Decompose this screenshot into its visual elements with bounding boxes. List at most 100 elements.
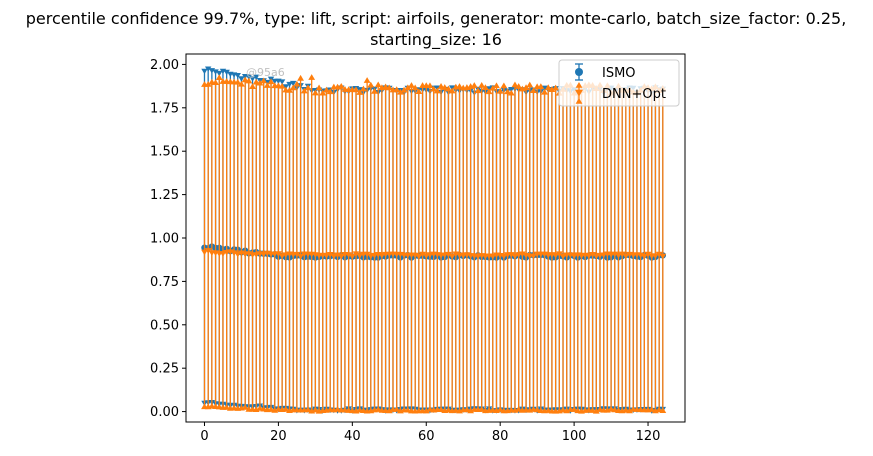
x-tick-label: 120: [636, 429, 661, 444]
data-point: [252, 252, 260, 259]
error-cap-lower: [515, 405, 523, 412]
error-cap-upper: [252, 78, 260, 85]
error-cap-upper: [249, 83, 256, 90]
data-point: [618, 251, 626, 258]
error-cap-upper: [308, 74, 316, 80]
error-cap-upper: [249, 76, 256, 82]
data-point: [652, 253, 659, 260]
error-cap-upper: [289, 80, 297, 87]
error-cap-upper: [504, 88, 511, 95]
data-point: [415, 253, 423, 260]
error-cap-upper: [456, 83, 463, 89]
data-point: [570, 253, 578, 260]
data-point: [640, 253, 648, 260]
error-cap-upper: [278, 79, 286, 85]
legend-cap: [575, 97, 583, 104]
error-cap-upper: [437, 83, 445, 89]
watermark: @95a6: [246, 66, 285, 79]
data-point: [559, 253, 567, 260]
y-tick-label: 0.00: [150, 405, 179, 420]
error-cap-upper: [408, 82, 415, 88]
error-cap-upper: [263, 82, 271, 88]
error-cap-lower: [570, 406, 578, 412]
error-cap-upper: [352, 86, 360, 93]
error-cap-upper: [315, 84, 323, 91]
error-cap-lower: [422, 407, 430, 414]
error-cap-upper: [552, 84, 560, 91]
error-cap-upper: [311, 89, 319, 96]
error-cap-upper: [323, 86, 330, 93]
error-cap-upper: [385, 84, 393, 91]
data-point: [378, 252, 386, 259]
error-cap-lower: [478, 406, 486, 412]
data-point: [260, 251, 268, 258]
legend-ismo-label: ISMO: [602, 66, 636, 81]
data-point: [293, 251, 301, 258]
legend-marker: [575, 89, 583, 97]
data-point: [330, 253, 338, 260]
error-cap-upper: [396, 88, 404, 95]
error-cap-upper: [319, 89, 327, 96]
error-cap-upper: [537, 83, 545, 90]
error-cap-upper: [400, 86, 408, 93]
error-cap-lower: [437, 406, 445, 412]
y-tick-label: 0.75: [150, 275, 179, 290]
error-cap-upper: [493, 82, 500, 89]
data-point: [204, 248, 212, 254]
data-point: [445, 251, 452, 258]
error-cap-upper: [216, 70, 223, 77]
data-point: [345, 252, 353, 258]
data-point: [234, 251, 242, 258]
data-point: [552, 252, 560, 259]
error-cap-upper: [215, 74, 223, 81]
chart-title-line1: percentile confidence 99.7%, type: lift,…: [26, 9, 847, 29]
legend-ismo-symbol: [575, 63, 583, 81]
data-point: [297, 253, 304, 260]
error-cap-upper: [544, 84, 552, 91]
error-cap-upper: [448, 87, 456, 94]
x-tick-label: 100: [562, 429, 587, 444]
x-tick-label: 20: [270, 429, 287, 444]
x-axis: 0 20 40 60 80 100 120: [200, 422, 660, 444]
data-point: [655, 251, 663, 258]
x-tick-label: 80: [492, 429, 509, 444]
data-point: [201, 249, 208, 256]
y-tick-label: 0.50: [150, 318, 179, 333]
error-cap-upper: [289, 84, 297, 91]
error-cap-upper: [337, 82, 345, 89]
x-tick-label: 40: [344, 429, 361, 444]
error-cap-upper: [212, 79, 219, 86]
error-cap-lower: [304, 406, 312, 413]
error-cap-lower: [648, 406, 656, 412]
error-cap-upper: [293, 80, 301, 87]
data-point: [659, 253, 667, 260]
error-cap-lower: [241, 403, 249, 410]
error-cap-upper: [241, 76, 249, 83]
y-tick-label: 1.25: [150, 188, 179, 203]
error-cap-lower: [592, 407, 600, 414]
error-cap-upper: [371, 87, 378, 94]
error-cap-upper: [470, 82, 478, 88]
error-cap-upper: [256, 79, 264, 86]
error-cap-upper: [415, 88, 423, 94]
error-cap-upper: [474, 87, 482, 94]
error-cap-upper: [382, 83, 389, 90]
error-cap-upper: [245, 74, 253, 80]
data-point: [622, 253, 630, 260]
error-cap-upper: [530, 87, 537, 93]
error-cap-upper: [522, 84, 530, 91]
data-point: [615, 252, 622, 259]
error-cap-upper: [404, 84, 412, 91]
data-point: [275, 251, 282, 258]
error-cap-upper: [304, 84, 312, 91]
data-point: [600, 252, 608, 259]
error-cap-upper: [374, 81, 382, 88]
error-cap-upper: [356, 89, 364, 95]
error-cap-upper: [430, 85, 438, 92]
legend-box: [558, 59, 680, 107]
series-dnn-opt: [201, 74, 667, 414]
error-cap-upper: [500, 82, 508, 89]
chart-title-line2: starting_size: 16: [370, 30, 502, 50]
data-point: [326, 251, 334, 258]
error-cap-upper: [278, 82, 286, 89]
